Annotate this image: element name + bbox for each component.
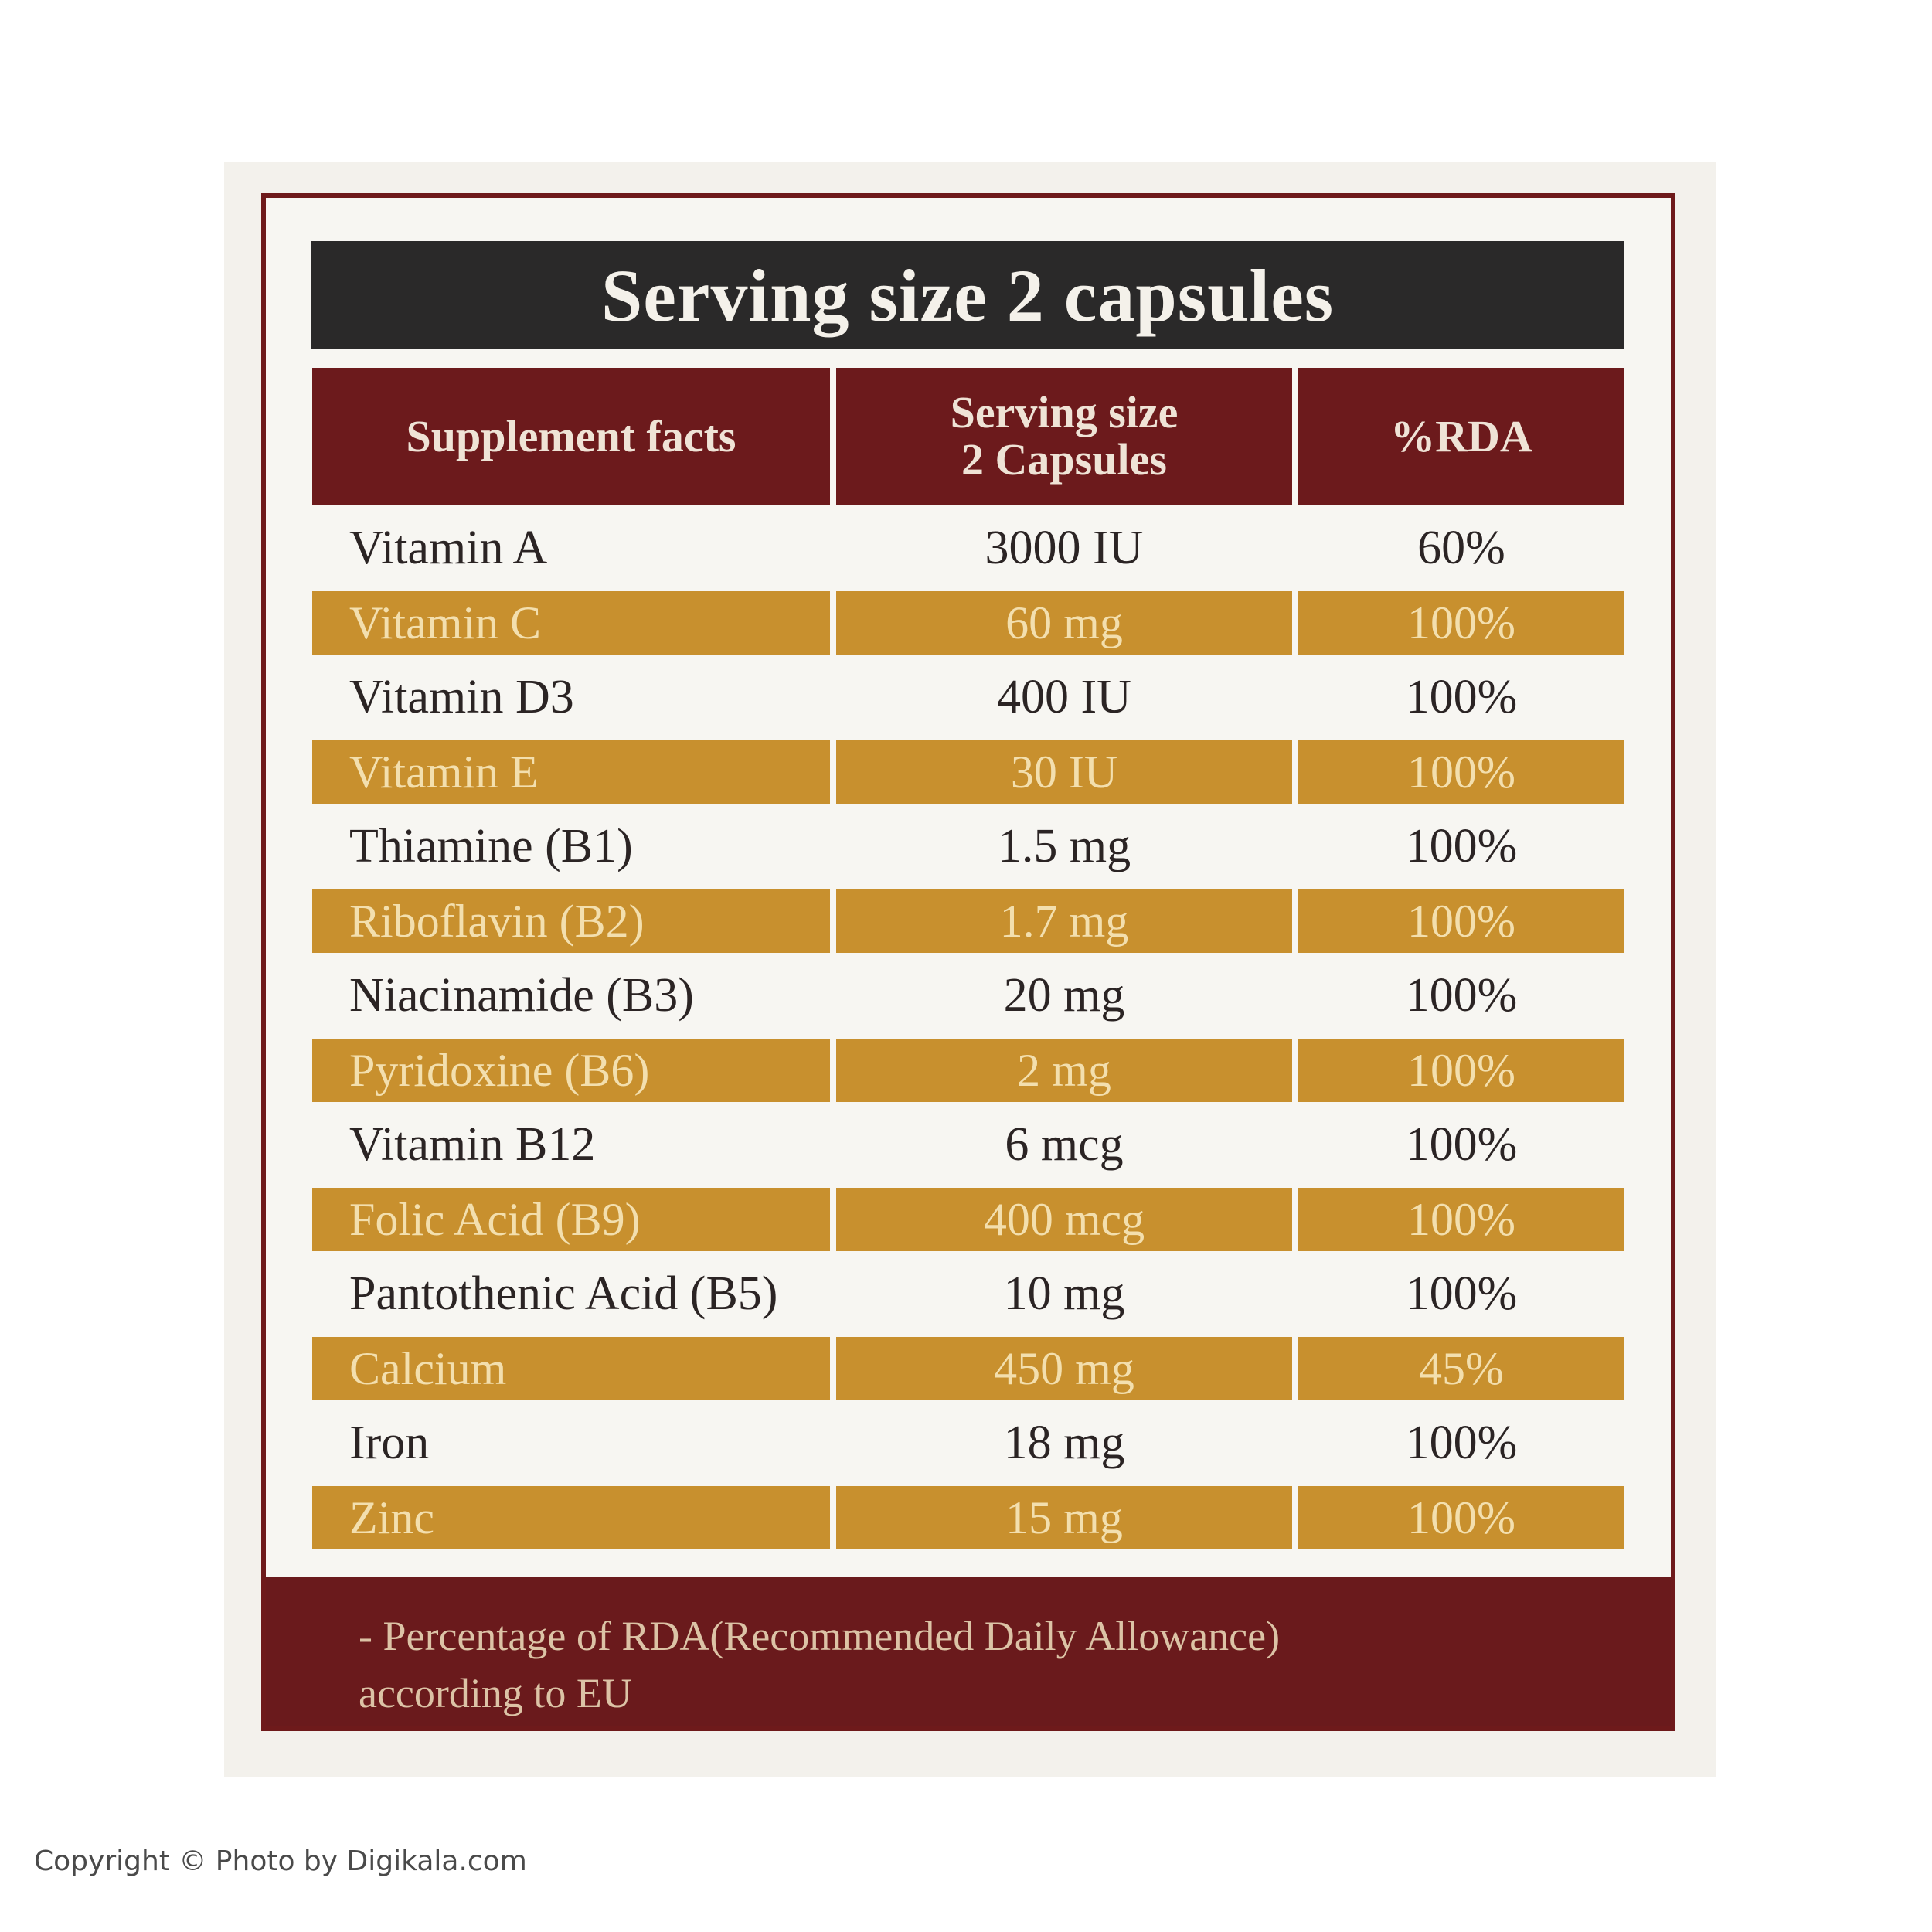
table-row: Riboflavin (B2) 1.7 mg 100%	[312, 889, 1624, 953]
footer-line-1: - Percentage of RDA(Recommended Daily Al…	[359, 1613, 1281, 1659]
nutrient-cell: Pyridoxine (B6)	[312, 1039, 830, 1102]
rda-cell: 100%	[1405, 820, 1518, 872]
amount-cell: 1.5 mg	[997, 820, 1131, 872]
amount-cell: 3000 IU	[985, 522, 1144, 574]
supplement-facts-table: Supplement facts Serving size 2 Capsules…	[312, 368, 1624, 1556]
amount-cell: 1.7 mg	[836, 889, 1292, 953]
nutrient-cell: Calcium	[312, 1337, 830, 1400]
table-row: Pyridoxine (B6) 2 mg 100%	[312, 1039, 1624, 1102]
amount-cell: 10 mg	[1003, 1267, 1125, 1320]
table-row: Vitamin A 3000 IU 60%	[312, 512, 1624, 585]
rda-cell: 100%	[1405, 969, 1518, 1022]
amount-cell: 18 mg	[1003, 1417, 1125, 1469]
rda-cell: 100%	[1405, 1417, 1518, 1469]
nutrient-cell: Pantothenic Acid (B5)	[349, 1267, 778, 1320]
header-rda: %RDA	[1298, 368, 1624, 505]
header-serving-size-line1: Serving size	[950, 387, 1179, 438]
nutrient-cell: Zinc	[312, 1486, 830, 1549]
table-row: Calcium 450 mg 45%	[312, 1337, 1624, 1400]
serving-size-title: Serving size 2 capsules	[311, 241, 1624, 349]
rda-cell: 100%	[1405, 1118, 1518, 1171]
nutrient-cell: Vitamin C	[312, 591, 830, 655]
rda-cell: 100%	[1298, 591, 1624, 655]
rda-cell: 100%	[1298, 1188, 1624, 1251]
header-serving-size-line2: 2 Capsules	[961, 434, 1167, 485]
title-text: Serving size 2 capsules	[600, 253, 1335, 337]
header-serving-size: Serving size 2 Capsules	[836, 368, 1292, 505]
table-row: Folic Acid (B9) 400 mcg 100%	[312, 1188, 1624, 1251]
table-row: Vitamin B12 6 mcg 100%	[312, 1108, 1624, 1182]
amount-cell: 30 IU	[836, 740, 1292, 804]
nutrient-cell: Vitamin E	[312, 740, 830, 804]
table-row: Vitamin C 60 mg 100%	[312, 591, 1624, 655]
nutrient-cell: Vitamin B12	[349, 1118, 596, 1171]
footer-note: - Percentage of RDA(Recommended Daily Al…	[266, 1577, 1671, 1726]
rda-cell: 60%	[1417, 522, 1505, 574]
amount-cell: 400 mcg	[836, 1188, 1292, 1251]
copyright-text: Copyright © Photo by Digikala.com	[34, 1845, 527, 1877]
amount-cell: 15 mg	[836, 1486, 1292, 1549]
table-row: Iron 18 mg 100%	[312, 1406, 1624, 1480]
rda-cell: 100%	[1405, 671, 1518, 723]
nutrient-cell: Riboflavin (B2)	[312, 889, 830, 953]
nutrient-cell: Niacinamide (B3)	[349, 969, 694, 1022]
footer-line-2: according to EU	[359, 1670, 632, 1716]
header-supplement-facts: Supplement facts	[312, 368, 830, 505]
nutrient-cell: Folic Acid (B9)	[312, 1188, 830, 1251]
amount-cell: 400 IU	[997, 671, 1131, 723]
rda-cell: 100%	[1298, 1039, 1624, 1102]
table-row: Vitamin E 30 IU 100%	[312, 740, 1624, 804]
nutrient-cell: Thiamine (B1)	[349, 820, 633, 872]
rda-cell: 100%	[1298, 1486, 1624, 1549]
amount-cell: 20 mg	[1003, 969, 1125, 1022]
table-row: Zinc 15 mg 100%	[312, 1486, 1624, 1549]
amount-cell: 2 mg	[836, 1039, 1292, 1102]
table-body: Vitamin A 3000 IU 60% Vitamin C 60 mg 100% Vit…	[312, 512, 1624, 1549]
table-row: Pantothenic Acid (B5) 10 mg 100%	[312, 1257, 1624, 1331]
rda-cell: 100%	[1298, 889, 1624, 953]
table-row: Vitamin D3 400 IU 100%	[312, 661, 1624, 734]
amount-cell: 450 mg	[836, 1337, 1292, 1400]
table-row: Thiamine (B1) 1.5 mg 100%	[312, 810, 1624, 883]
amount-cell: 60 mg	[836, 591, 1292, 655]
rda-cell: 100%	[1298, 740, 1624, 804]
table-row: Niacinamide (B3) 20 mg 100%	[312, 959, 1624, 1032]
nutrient-cell: Vitamin D3	[349, 671, 574, 723]
rda-cell: 100%	[1405, 1267, 1518, 1320]
table-header-row: Supplement facts Serving size 2 Capsules…	[312, 368, 1624, 505]
rda-cell: 45%	[1298, 1337, 1624, 1400]
amount-cell: 6 mcg	[1005, 1118, 1124, 1171]
nutrient-cell: Vitamin A	[349, 522, 548, 574]
nutrient-cell: Iron	[349, 1417, 430, 1469]
